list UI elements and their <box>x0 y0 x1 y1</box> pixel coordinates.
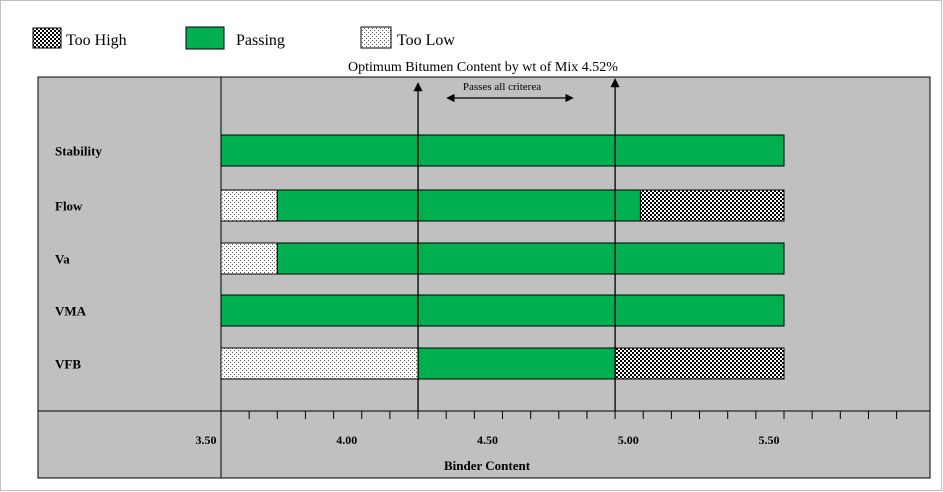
category-label-vma: VMA <box>55 304 87 319</box>
legend-swatch-passing <box>185 26 225 50</box>
bar-segment-stability-passing <box>220 134 785 167</box>
x-tick-label: 4.00 <box>336 433 357 447</box>
bar-segment-flow-too-low <box>220 189 278 222</box>
x-tick-label: 5.00 <box>618 433 639 447</box>
x-tick-label: 4.50 <box>477 433 498 447</box>
bar-segment-vfb-too-high <box>614 347 785 380</box>
legend-swatch-too-low <box>360 26 392 49</box>
chart-title: Optimum Bitumen Content by wt of Mix 4.5… <box>348 60 618 75</box>
bar-segment-va-passing <box>276 242 785 275</box>
bar-segment-vma-passing <box>220 294 785 327</box>
category-label-vfb: VFB <box>55 357 81 372</box>
x-tick-label: 5.50 <box>759 433 780 447</box>
x-axis: 3.50 4.00 4.50 5.00 5.50 <box>196 411 898 447</box>
axis-region <box>37 410 931 479</box>
bar-segment-vfb-too-low <box>220 347 419 380</box>
legend-item-too-low: Too Low <box>360 26 455 49</box>
bar-segment-flow-passing <box>276 189 641 222</box>
category-label-va: Va <box>55 252 70 267</box>
category-label-stability: Stability <box>55 144 102 159</box>
legend-swatch-too-high <box>32 27 62 49</box>
legend-label-too-high: Too High <box>66 32 127 49</box>
legend-item-too-high: Too High <box>32 27 127 49</box>
bar-segment-vfb-passing <box>417 347 616 380</box>
category-labels: Stability Flow Va VMA VFB <box>55 144 102 372</box>
bar-segment-va-too-low <box>220 242 278 275</box>
legend-label-passing: Passing <box>236 32 285 49</box>
legend-item-passing: Passing <box>185 26 285 50</box>
legend-label-too-low: Too Low <box>397 32 455 49</box>
category-label-flow: Flow <box>55 199 83 214</box>
criteria-label: Passes all criterea <box>463 81 541 93</box>
x-axis-title: Binder Content <box>444 458 531 473</box>
x-tick-label: 3.50 <box>196 433 217 447</box>
legend: Too High Passing Too Low <box>32 26 455 50</box>
bar-segment-flow-too-high <box>639 189 785 222</box>
criteria-band: Passes all criterea <box>413 78 620 411</box>
